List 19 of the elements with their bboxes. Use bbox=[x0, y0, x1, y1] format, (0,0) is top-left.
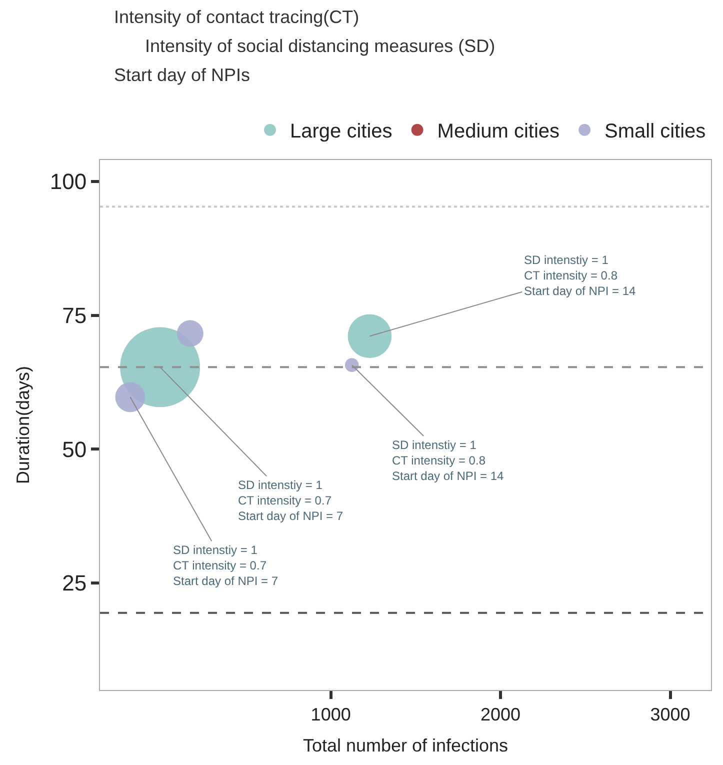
text: Intensity of contact tracing(CT) bbox=[114, 7, 360, 27]
x-tick-label: 2000 bbox=[480, 704, 521, 725]
legend-label: Small cities bbox=[604, 120, 706, 143]
y-tick-label: 75 bbox=[62, 302, 87, 328]
legend-label: Large cities bbox=[290, 120, 392, 143]
x-tick-label: 1000 bbox=[310, 704, 351, 725]
annotation: SD intenstiy = 1 CT intensity = 0.7 Start day of NPI = 7 bbox=[173, 543, 278, 588]
legend-label: Medium cities bbox=[437, 120, 560, 143]
y-tick-label: 100 bbox=[50, 169, 87, 194]
annotation: SD intenstiy = 1 CT intensity = 0.8 Start day of NPI = 14 bbox=[392, 438, 504, 484]
x-tick-label: 3000 bbox=[650, 704, 690, 725]
y-tick-label: 50 bbox=[62, 436, 87, 462]
y-tick-label: 25 bbox=[62, 570, 87, 596]
text: Intensity of social distancing measures (SD) bbox=[145, 36, 496, 56]
text: Start day of NPIs bbox=[114, 65, 250, 85]
y-axis-title: Duration(days) bbox=[13, 366, 34, 484]
annotation: SD intenstiy = 1 CT intensity = 0.8 Start day of NPI = 14 bbox=[524, 253, 636, 298]
x-axis-title: Total number of infections bbox=[302, 736, 508, 756]
annotation: SD intenstiy = 1 CT intensity = 0.7 Start day of NPI = 7 bbox=[238, 478, 344, 524]
